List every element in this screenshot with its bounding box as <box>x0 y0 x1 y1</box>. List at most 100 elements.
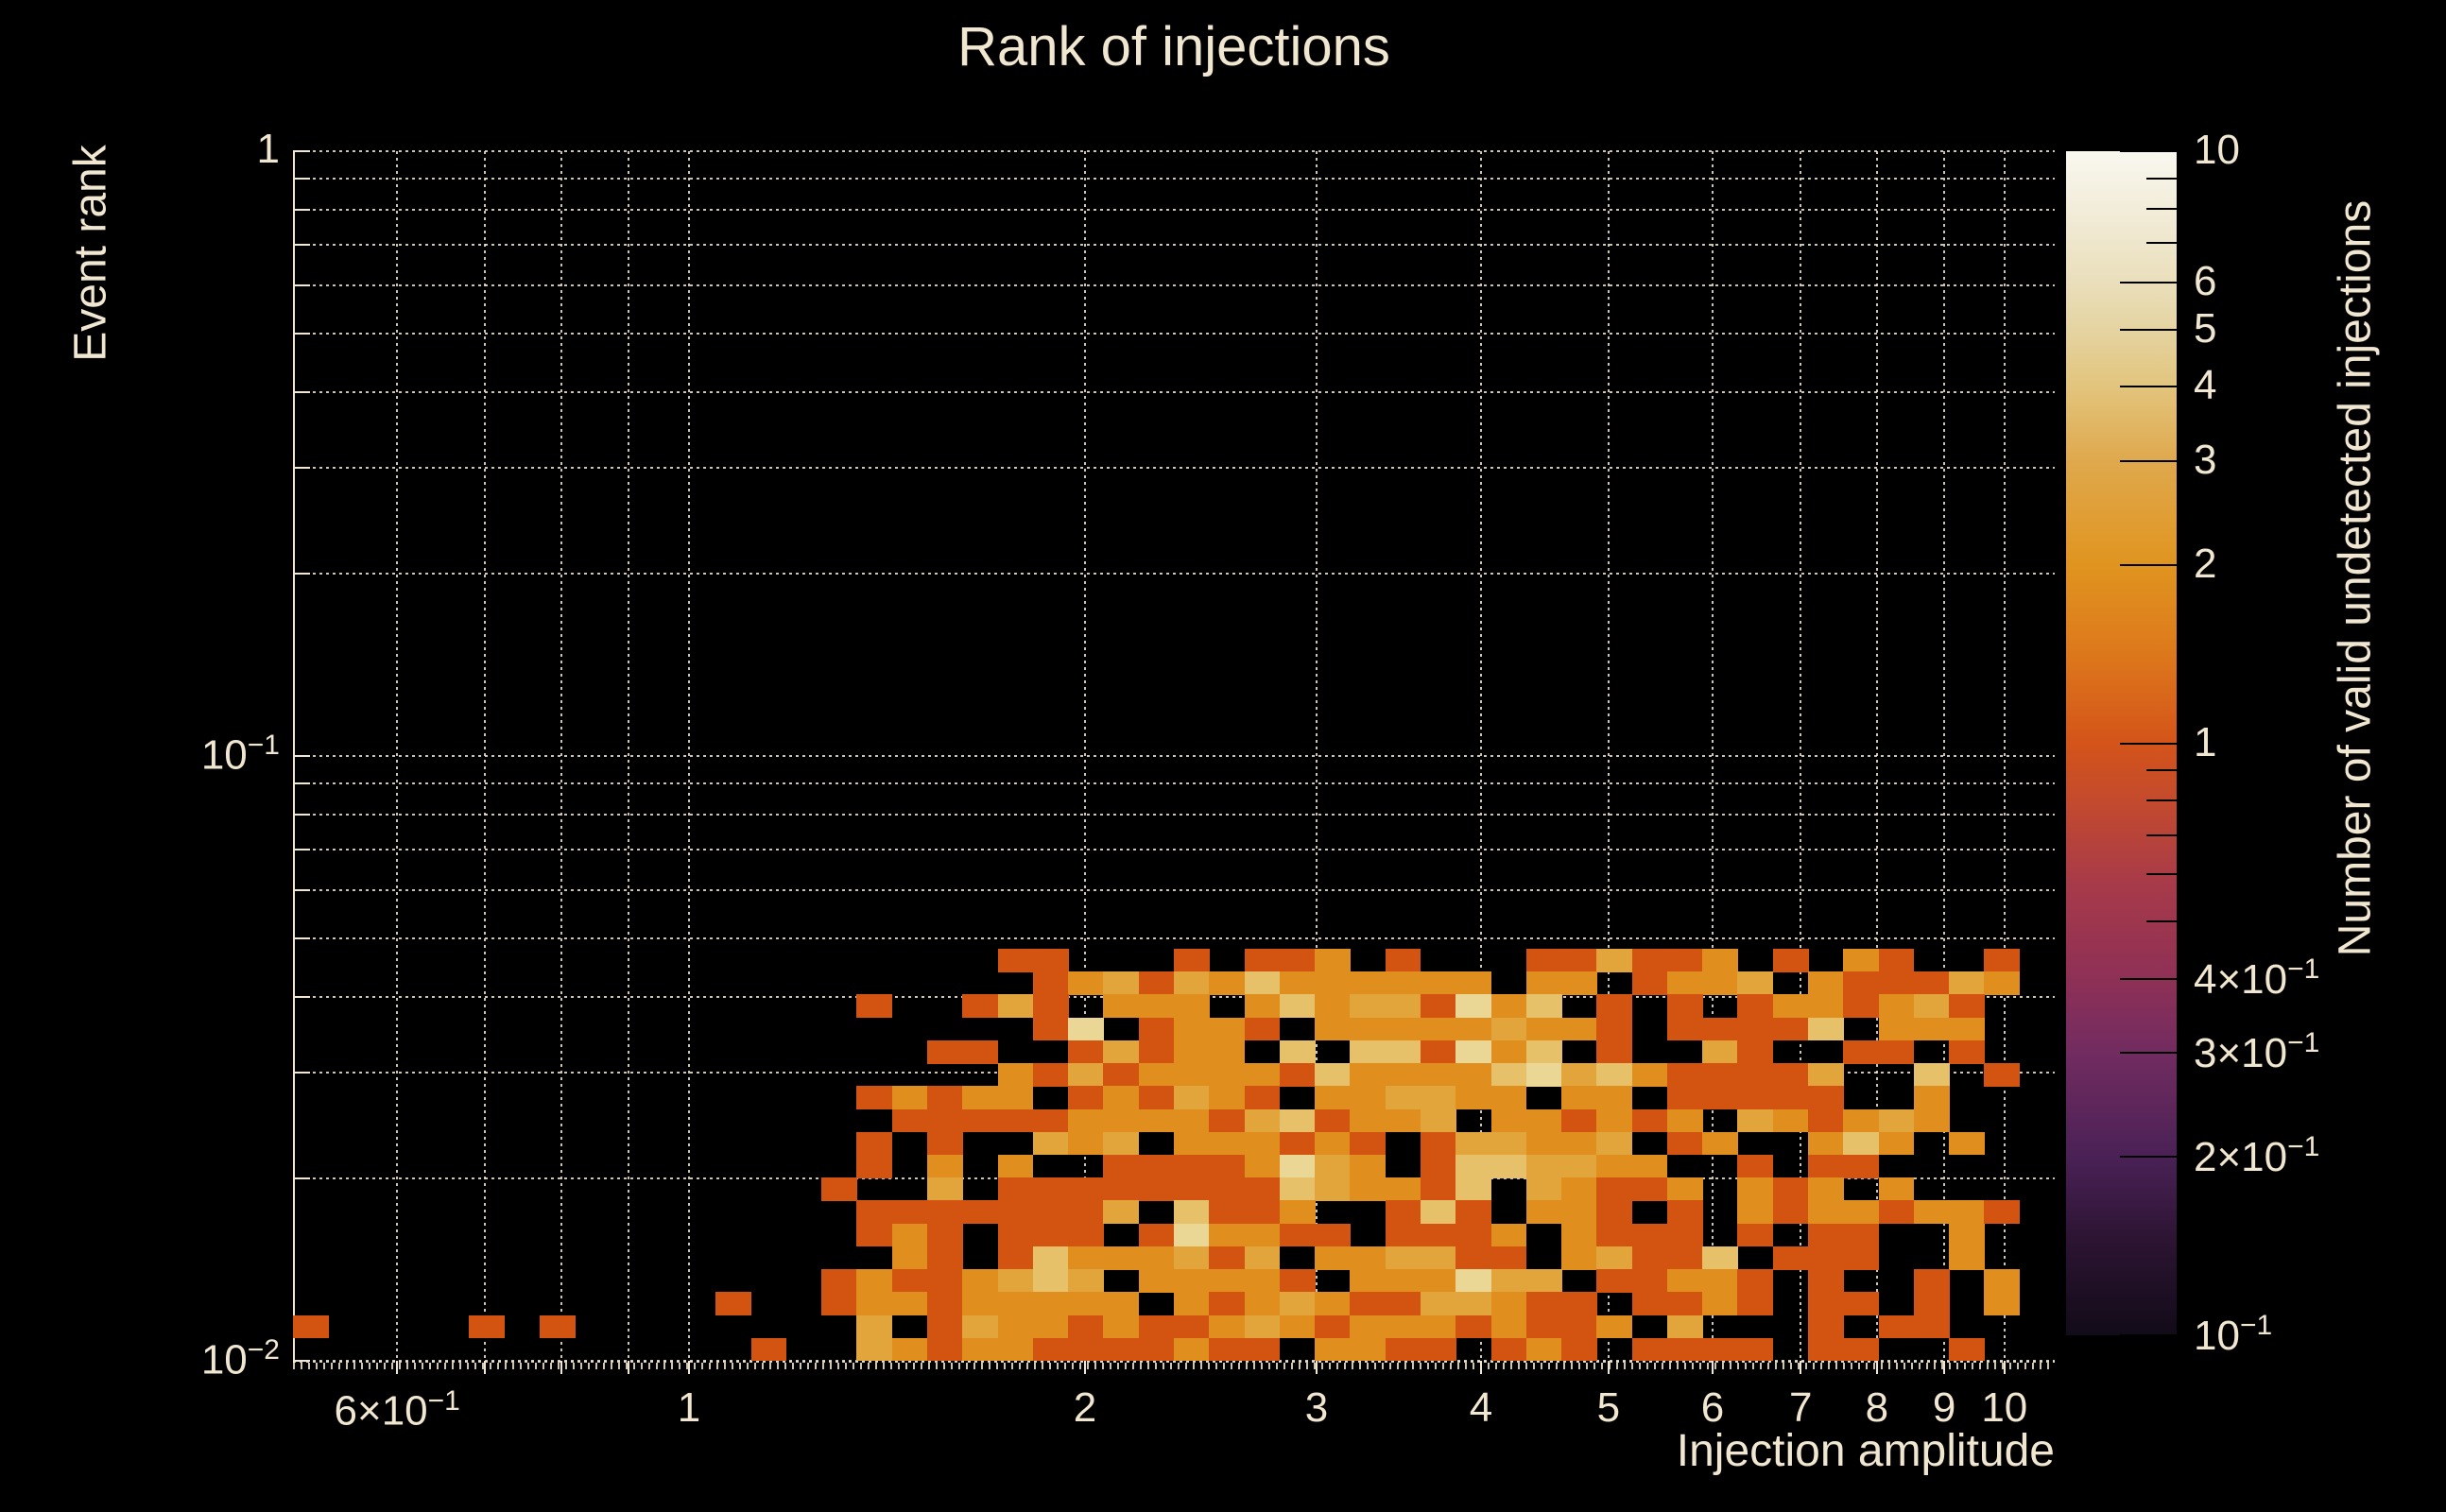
heatmap-cell <box>1913 1200 1950 1225</box>
heatmap-cell <box>1315 1131 1351 1156</box>
heatmap-cell <box>1525 1040 1562 1064</box>
heatmap-cell <box>1420 1086 1456 1110</box>
heatmap-cell <box>1808 1177 1844 1201</box>
heatmap-cell <box>539 1314 576 1339</box>
colorbar-tick-label: 3 <box>2194 436 2217 483</box>
heatmap-cell <box>1561 1155 1597 1178</box>
heatmap-cell <box>1068 1086 1104 1110</box>
heatmap-cell <box>1032 1200 1069 1225</box>
heatmap-cell <box>1984 949 2021 972</box>
heatmap-cell <box>891 1246 928 1270</box>
heatmap-cell <box>1244 994 1281 1019</box>
heatmap-cell <box>891 1337 928 1362</box>
heatmap-cell <box>1244 1292 1281 1316</box>
heatmap-cell <box>1843 1040 1880 1064</box>
heatmap-cell <box>1350 971 1387 995</box>
heatmap-cell <box>1209 1131 1246 1156</box>
heatmap-cell <box>1525 1292 1562 1316</box>
heatmap-cell <box>1103 1246 1140 1270</box>
x-axis-title: Injection amplitude <box>1676 1426 2055 1476</box>
x-tick <box>1800 1361 1802 1374</box>
colorbar-major-tick <box>2120 977 2177 980</box>
heatmap-cell <box>1174 1337 1210 1362</box>
y-tick <box>293 244 310 247</box>
x-tick <box>1607 1361 1610 1374</box>
heatmap-cell <box>1561 1063 1597 1087</box>
colorbar-tick-label: 2 <box>2194 541 2217 588</box>
x-tick <box>560 1361 563 1374</box>
heatmap-cell <box>1878 1177 1915 1201</box>
y-tick <box>293 209 310 212</box>
heatmap-cell <box>962 994 999 1019</box>
heatmap-cell <box>1350 1040 1387 1064</box>
chart-title: Rank of injections <box>957 16 1390 77</box>
heatmap-cell <box>1420 1017 1456 1041</box>
heatmap-cell <box>1068 1063 1104 1087</box>
heatmap-cell <box>1843 949 1880 972</box>
heatmap-cell <box>927 1177 963 1201</box>
heatmap-cell <box>1561 1131 1597 1156</box>
heatmap-cell <box>1209 1314 1246 1339</box>
heatmap-cell <box>1279 1155 1316 1178</box>
heatmap-cell <box>1315 1017 1351 1041</box>
y-gridline <box>293 466 2055 469</box>
y-tick <box>293 755 310 757</box>
x-tick-label: 3 <box>1304 1384 1329 1431</box>
heatmap-cell <box>1596 1063 1633 1087</box>
heatmap-cell <box>856 1155 893 1178</box>
heatmap-cell <box>1032 1314 1069 1339</box>
x-gridline <box>1316 151 1318 1361</box>
heatmap-cell <box>1385 1246 1421 1270</box>
heatmap-cell <box>1808 1223 1844 1247</box>
x-gridline <box>1607 151 1610 1361</box>
heatmap-cell <box>997 949 1034 972</box>
y-tick <box>293 466 310 469</box>
heatmap-cell <box>1385 949 1421 972</box>
heatmap-cell <box>1244 1337 1281 1362</box>
heatmap-cell <box>891 1292 928 1316</box>
heatmap-cell <box>1420 1200 1456 1225</box>
heatmap-cell <box>1350 1108 1387 1133</box>
heatmap-cell <box>1385 994 1421 1019</box>
colorbar-major-tick <box>2120 1334 2177 1336</box>
heatmap-cell <box>1350 1063 1387 1087</box>
colorbar-minor-tick <box>2146 242 2177 245</box>
heatmap-cell <box>1490 1314 1527 1339</box>
heatmap-cell <box>1808 1337 1844 1362</box>
heatmap-cell <box>1561 1086 1597 1110</box>
heatmap-cell <box>1666 1131 1703 1156</box>
heatmap-cell <box>856 1292 893 1316</box>
heatmap-cell <box>1103 1337 1140 1362</box>
heatmap-cell <box>1244 949 1281 972</box>
heatmap-cell <box>1561 1177 1597 1201</box>
heatmap-cell <box>856 1200 893 1225</box>
heatmap-cell <box>1596 1086 1633 1110</box>
heatmap-cell <box>1032 994 1069 1019</box>
heatmap-cell <box>1174 1017 1210 1041</box>
x-tick <box>628 1361 630 1374</box>
heatmap-cell <box>1525 1108 1562 1133</box>
heatmap-cell <box>962 1337 999 1362</box>
heatmap-cell <box>1103 1131 1140 1156</box>
heatmap-cell <box>1949 1246 1985 1270</box>
heatmap-cell <box>1138 1108 1175 1133</box>
heatmap-cell <box>1843 1337 1880 1362</box>
heatmap-cell <box>1878 1131 1915 1156</box>
y-tick <box>293 1360 310 1362</box>
heatmap-cell <box>1808 1086 1844 1110</box>
heatmap-cell <box>1913 1108 1950 1133</box>
heatmap-cell <box>1456 1314 1491 1339</box>
heatmap-cell <box>1843 971 1880 995</box>
heatmap-cell <box>891 1108 928 1133</box>
heatmap-cell <box>1456 1017 1491 1041</box>
heatmap-cell <box>1279 994 1316 1019</box>
heatmap-cell <box>1913 1017 1950 1041</box>
heatmap-cell <box>1032 1177 1069 1201</box>
heatmap-cell <box>1315 1314 1351 1339</box>
y-gridline <box>293 888 2055 891</box>
heatmap-cell <box>821 1269 857 1293</box>
heatmap-cell <box>1737 1155 1774 1178</box>
heatmap-cell <box>1525 949 1562 972</box>
heatmap-cell <box>1279 1292 1316 1316</box>
heatmap-cell <box>1949 971 1985 995</box>
